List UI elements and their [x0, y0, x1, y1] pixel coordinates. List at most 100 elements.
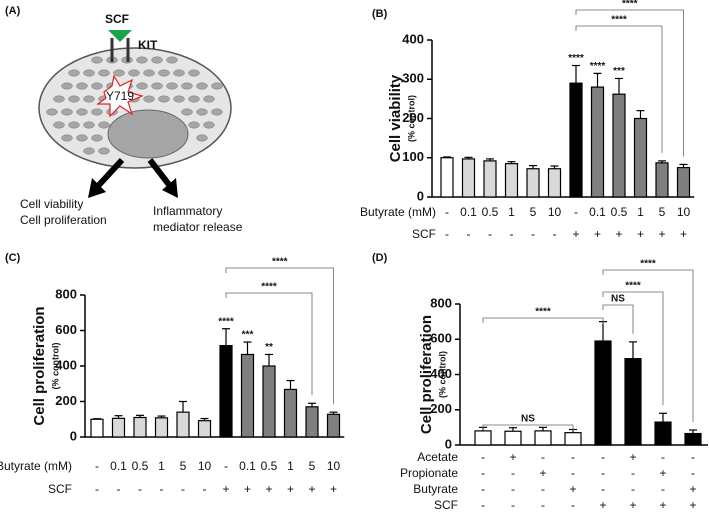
- bar: [504, 430, 522, 446]
- row-value: +: [689, 482, 696, 496]
- granule: [91, 56, 103, 64]
- row-value: -: [488, 227, 492, 241]
- row-value: +: [509, 450, 516, 464]
- y-tick-label: 0: [445, 436, 452, 451]
- bar: [684, 432, 702, 446]
- row-value: -: [661, 450, 665, 464]
- y-tick-label: 0: [417, 188, 424, 203]
- y-tick-label: 600: [430, 331, 452, 346]
- granule: [91, 82, 103, 90]
- y-tick-label: 300: [402, 71, 424, 86]
- row-value: -: [481, 450, 485, 464]
- granule: [68, 95, 80, 103]
- y-tick-label: 200: [430, 401, 452, 416]
- row-value: -: [138, 482, 142, 496]
- row-value: 10: [677, 205, 691, 219]
- y-tick-label: 200: [402, 110, 424, 125]
- bar: [612, 93, 626, 198]
- row-value: +: [659, 498, 666, 512]
- row-value: -: [574, 205, 578, 219]
- row-value: -: [481, 482, 485, 496]
- row-value: 1: [158, 459, 165, 473]
- granule: [91, 134, 103, 142]
- granule: [136, 56, 148, 64]
- row-value: 0.5: [482, 205, 499, 219]
- row-value: -: [510, 227, 514, 241]
- row-value: 10: [548, 205, 562, 219]
- significance-label: ****: [590, 61, 606, 72]
- significance-bracket: [575, 9, 684, 157]
- granule: [143, 69, 155, 77]
- granule: [76, 108, 88, 116]
- granule: [76, 134, 88, 142]
- arrow-head: [162, 178, 178, 198]
- row-value: -: [631, 466, 635, 480]
- row-value: 5: [180, 459, 187, 473]
- row-value: -: [160, 482, 164, 496]
- y-axis-label: Cell proliferation: [418, 315, 435, 434]
- arrow: [147, 158, 173, 188]
- y-tick-label: 0: [70, 428, 77, 443]
- y-axis-label: Cell viability: [387, 74, 404, 162]
- y-axis-sublabel: (% control): [406, 95, 416, 142]
- granule: [211, 108, 223, 116]
- significance-label: NS: [521, 414, 535, 425]
- bar: [590, 86, 605, 198]
- granule: [196, 108, 208, 116]
- row-label: SCF: [412, 227, 436, 241]
- bar: [547, 168, 562, 198]
- granule: [91, 108, 103, 116]
- row-label: SCF: [48, 482, 72, 496]
- granule: [98, 121, 110, 129]
- bar: [594, 340, 612, 446]
- y-axis-sublabel: (% control): [437, 351, 447, 398]
- bar: [133, 416, 147, 438]
- row-value: 0.5: [132, 459, 149, 473]
- bar: [326, 413, 341, 438]
- significance-bracket: [602, 269, 694, 423]
- arrow-head: [88, 178, 106, 198]
- row-value: -: [95, 482, 99, 496]
- row-value: -: [531, 227, 535, 241]
- row-value: -: [601, 466, 605, 480]
- output-label: Cell proliferation: [20, 213, 107, 227]
- row-value: +: [222, 482, 229, 496]
- bar: [474, 430, 492, 446]
- bar: [440, 157, 454, 198]
- granule: [83, 95, 95, 103]
- y-tick-label: 100: [402, 149, 424, 164]
- granule: [158, 95, 170, 103]
- panel-label: (D): [372, 252, 388, 264]
- granule: [196, 134, 208, 142]
- significance-bracket: [602, 304, 634, 334]
- nucleus: [107, 109, 189, 159]
- receptor: [110, 38, 130, 62]
- bar: [219, 344, 233, 438]
- row-value: -: [541, 450, 545, 464]
- row-label: Butyrate (mM): [0, 459, 72, 473]
- row-value: -: [203, 482, 207, 496]
- granule: [166, 82, 178, 90]
- significance-label: ****: [261, 282, 277, 293]
- bar: [176, 411, 190, 438]
- row-value: -: [691, 450, 695, 464]
- output-label: Inflammatory: [153, 204, 222, 218]
- row-value: 1: [637, 205, 644, 219]
- site-label: Y719: [106, 89, 134, 103]
- granule: [203, 95, 215, 103]
- row-value: -: [117, 482, 121, 496]
- significance-bracket: [225, 292, 313, 396]
- output-label: mediator release: [153, 220, 243, 234]
- row-value: 0.1: [589, 205, 606, 219]
- phospho-burst: [96, 74, 144, 118]
- significance-label: ****: [568, 53, 584, 64]
- row-value: -: [691, 466, 695, 480]
- row-value: -: [445, 205, 449, 219]
- row-value: -: [481, 466, 485, 480]
- panel-label: (A): [5, 5, 21, 17]
- bar: [283, 388, 298, 438]
- row-value: 0.1: [460, 205, 477, 219]
- y-tick-label: 200: [55, 393, 77, 408]
- row-value: 10: [198, 459, 212, 473]
